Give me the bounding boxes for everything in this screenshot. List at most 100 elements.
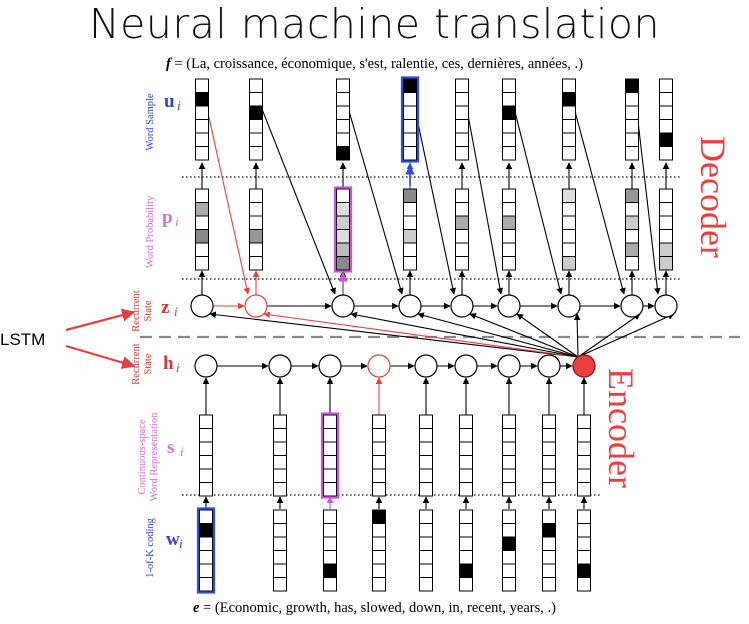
row-label: Word Sample u i bbox=[145, 91, 181, 151]
vector-cell bbox=[659, 215, 673, 230]
context-arrow bbox=[577, 313, 641, 358]
vector-cell bbox=[195, 242, 209, 257]
vector-cell bbox=[419, 550, 433, 565]
vector-cell bbox=[372, 577, 386, 592]
vector-cell bbox=[625, 229, 639, 244]
word-representation-vector bbox=[372, 414, 386, 497]
vector-cell bbox=[199, 536, 213, 551]
sample-feedback-arrow bbox=[205, 103, 250, 295]
vector-cell bbox=[336, 202, 350, 217]
connection-layer bbox=[65, 103, 740, 509]
encoder-label: Encoder bbox=[601, 368, 641, 488]
vector-cell bbox=[195, 188, 209, 203]
vector-cell bbox=[562, 242, 576, 257]
vector-cell bbox=[419, 482, 433, 497]
vector-cell bbox=[249, 188, 263, 203]
vector-cell bbox=[273, 414, 287, 429]
decoder-state-node bbox=[398, 294, 422, 318]
one-hot-vector bbox=[502, 509, 516, 592]
vector-cell bbox=[403, 188, 417, 203]
vector-cell bbox=[455, 132, 469, 147]
encoder-state-node bbox=[367, 354, 391, 378]
encoder-state-node bbox=[414, 354, 438, 378]
vector-cell bbox=[419, 563, 433, 578]
encoder-state-node bbox=[318, 354, 342, 378]
vector-cell bbox=[562, 215, 576, 230]
vector-cell bbox=[372, 550, 386, 565]
vector-cell bbox=[459, 563, 473, 578]
vector-cell bbox=[542, 563, 556, 578]
vector-cell bbox=[372, 455, 386, 470]
vector-cell bbox=[562, 105, 576, 120]
vector-cell bbox=[403, 202, 417, 217]
vector-cell bbox=[577, 441, 591, 456]
row-label-text: Word Sample bbox=[145, 93, 156, 151]
vector-cell bbox=[199, 523, 213, 538]
sample-feedback-arrow bbox=[512, 103, 563, 295]
target-sentence: f = (La, croissance, économique, s'est, … bbox=[0, 56, 749, 73]
sample-feedback-arrow bbox=[346, 103, 404, 295]
vector-cell bbox=[502, 414, 516, 429]
vector-cell bbox=[625, 92, 639, 107]
page-title: Neural machine translation bbox=[89, 0, 660, 48]
row-label-text: RecurrentState bbox=[131, 290, 154, 331]
vector-cell bbox=[502, 455, 516, 470]
vector-cell bbox=[459, 482, 473, 497]
vector-cell bbox=[659, 119, 673, 134]
source-sentence-text: = (Economic, growth, has, slowed, down, … bbox=[199, 600, 556, 616]
vector-cell bbox=[659, 78, 673, 93]
lstm-pointer-arrow bbox=[65, 344, 136, 369]
vector-cell bbox=[459, 577, 473, 592]
word-representation-vector bbox=[199, 414, 213, 497]
row-symbol: w bbox=[166, 529, 180, 550]
vector-cell bbox=[502, 428, 516, 443]
row-label-line: State bbox=[143, 300, 154, 321]
vector-highlight bbox=[333, 186, 353, 273]
word-representation-vector bbox=[502, 414, 516, 497]
row-label-line: Recurrent bbox=[131, 290, 142, 331]
one-hot-vector bbox=[273, 509, 287, 592]
vector-cell bbox=[562, 256, 576, 271]
word-sample-vector bbox=[400, 76, 420, 163]
vector-cell bbox=[273, 509, 287, 524]
vector-cell bbox=[323, 563, 337, 578]
vector-cell bbox=[502, 78, 516, 93]
one-hot-vector bbox=[323, 509, 337, 592]
vector-cell bbox=[195, 92, 209, 107]
word-sample-vector bbox=[625, 78, 639, 161]
word-sample-vector bbox=[249, 78, 263, 161]
vector-cell bbox=[502, 523, 516, 538]
vector-cell bbox=[372, 414, 386, 429]
vector-cell bbox=[502, 202, 516, 217]
row-label-line: Word Representation bbox=[149, 412, 160, 501]
vector-cell bbox=[249, 146, 263, 161]
vector-cell bbox=[195, 146, 209, 161]
vector-cell bbox=[455, 215, 469, 230]
vector-cell bbox=[419, 441, 433, 456]
vector-cell bbox=[502, 550, 516, 565]
vector-cell bbox=[249, 229, 263, 244]
vector-cell bbox=[403, 256, 417, 271]
decoder-state-node bbox=[450, 294, 474, 318]
vector-cell bbox=[542, 482, 556, 497]
word-probability-vector bbox=[625, 188, 639, 271]
vector-cell bbox=[249, 215, 263, 230]
context-arrow bbox=[469, 313, 579, 358]
vector-cell bbox=[199, 468, 213, 483]
row-label-line: Recurrent bbox=[131, 343, 142, 384]
lstm-label: LSTM bbox=[0, 330, 46, 349]
vector-cell bbox=[577, 455, 591, 470]
vector-cell bbox=[273, 523, 287, 538]
one-hot-vector bbox=[459, 509, 473, 592]
row-label: RecurrentState h i bbox=[131, 343, 180, 384]
vector-cell bbox=[336, 146, 350, 161]
word-probability-vector bbox=[659, 188, 673, 271]
one-hot-vector bbox=[542, 509, 556, 592]
vector-cell bbox=[323, 455, 337, 470]
vector-cell bbox=[502, 188, 516, 203]
decoder-state-node bbox=[497, 294, 521, 318]
vector-cell bbox=[273, 536, 287, 551]
vector-cell bbox=[372, 441, 386, 456]
